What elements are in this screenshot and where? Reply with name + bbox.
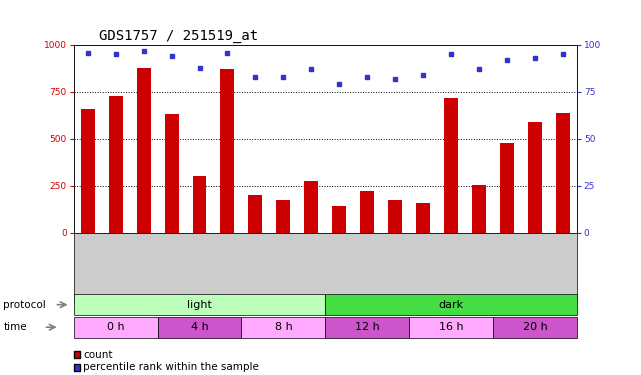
Bar [81,109,95,232]
Bar [388,200,402,232]
Text: 4 h: 4 h [190,322,208,332]
Bar [137,68,151,232]
Text: protocol: protocol [3,300,46,310]
Bar [528,122,542,232]
Text: 8 h: 8 h [274,322,292,332]
Bar [500,142,514,232]
Text: time: time [3,322,27,332]
Text: light: light [187,300,212,310]
Bar [276,200,290,232]
Text: 0 h: 0 h [107,322,124,332]
Bar [249,195,262,232]
Bar [416,203,430,232]
Bar [304,181,319,232]
Bar [472,185,486,232]
Text: GDS1757 / 251519_at: GDS1757 / 251519_at [99,28,258,43]
Bar [109,96,122,232]
Text: 20 h: 20 h [522,322,547,332]
Text: 16 h: 16 h [439,322,463,332]
Bar [444,98,458,232]
Text: dark: dark [438,300,463,310]
Bar [192,176,206,232]
Bar [360,191,374,232]
Bar [221,69,235,232]
Bar [556,112,570,232]
Text: percentile rank within the sample: percentile rank within the sample [83,362,259,372]
Text: 12 h: 12 h [355,322,379,332]
Bar [165,114,179,232]
Text: count: count [83,350,113,360]
Bar [332,206,346,232]
